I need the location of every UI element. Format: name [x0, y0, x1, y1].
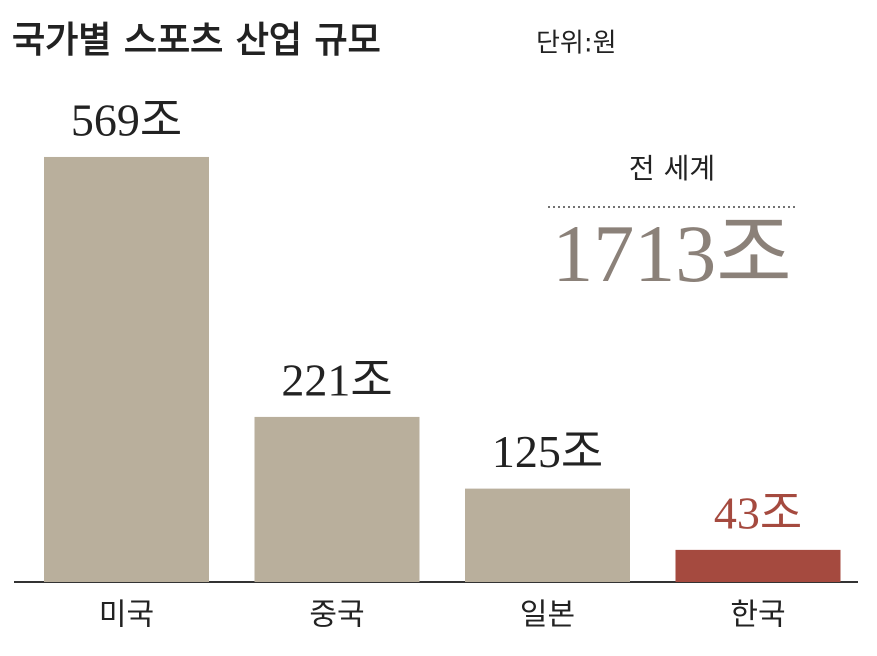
value-label: 43조 [714, 487, 802, 538]
x-tick-label: 미국 [99, 598, 154, 633]
chart-title: 국가별 스포츠 산업 규모 [12, 20, 381, 61]
bar [465, 488, 630, 582]
bar [254, 416, 420, 582]
bar [675, 549, 841, 582]
annotation-total: 1713조 [552, 208, 791, 299]
x-tick-label: 한국 [730, 598, 785, 633]
chart-subtitle: 단위:원 [536, 29, 617, 59]
annotation-label: 전 세계 [629, 152, 715, 185]
value-label: 221조 [281, 354, 392, 405]
bar [44, 156, 209, 582]
value-label: 569조 [71, 95, 182, 146]
value-label: 125조 [492, 426, 603, 477]
x-tick-label: 일본 [520, 598, 575, 633]
x-tick-label: 중국 [309, 598, 364, 633]
